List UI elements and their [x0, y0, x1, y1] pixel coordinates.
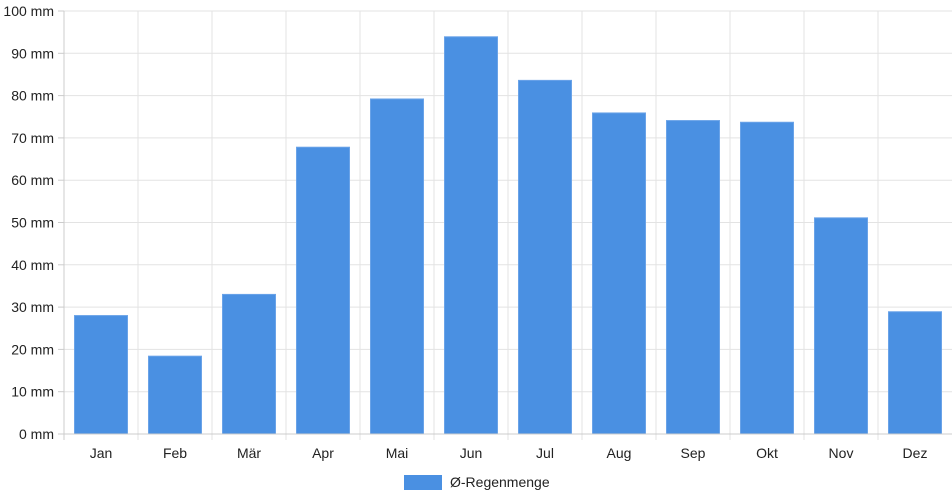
bar-aug[interactable]: [592, 112, 646, 435]
y-tick-label: 10 mm: [11, 384, 54, 400]
x-tick-label: Sep: [681, 445, 706, 461]
x-tick-label: Okt: [756, 445, 778, 461]
legend-label[interactable]: Ø-Regenmenge: [450, 474, 550, 490]
x-tick-label: Mai: [386, 445, 409, 461]
y-axis-ticks: 0 mm 10 mm 20 mm 30 mm 40 mm 50 mm 60 mm 70 mm 8…: [3, 3, 64, 442]
y-tick-label: 60 mm: [11, 172, 54, 188]
x-tick-label: Dez: [903, 445, 928, 461]
bar-jun[interactable]: [444, 36, 498, 435]
bar-dez[interactable]: [888, 311, 942, 435]
x-tick-label: Feb: [163, 445, 187, 461]
y-tick-label: 70 mm: [11, 130, 54, 146]
legend-swatch[interactable]: [404, 475, 442, 490]
axes-group: [58, 11, 952, 440]
x-tick-label: Aug: [607, 445, 632, 461]
bar-feb[interactable]: [148, 355, 202, 435]
y-tick-label: 0 mm: [19, 426, 54, 442]
bar-apr[interactable]: [296, 146, 350, 435]
bar-mai[interactable]: [370, 98, 424, 435]
bar-okt[interactable]: [740, 121, 794, 435]
grid-lines: [64, 10, 952, 440]
x-axis-ticks: Jan Feb Mär Apr Mai Jun Jul Aug Sep Okt Nov Dez: [90, 445, 928, 461]
bar-jan[interactable]: [74, 315, 128, 435]
x-tick-label: Jun: [460, 445, 483, 461]
x-tick-label: Apr: [312, 445, 334, 461]
bar-mär[interactable]: [222, 293, 276, 435]
y-tick-label: 50 mm: [11, 215, 54, 231]
x-tick-label: Mär: [237, 445, 261, 461]
y-tick-label: 100 mm: [3, 3, 54, 19]
bar-nov[interactable]: [814, 217, 868, 435]
bar-jul[interactable]: [518, 79, 572, 435]
y-tick-label: 80 mm: [11, 88, 54, 104]
y-tick-label: 30 mm: [11, 299, 54, 315]
bar-sep[interactable]: [666, 120, 720, 435]
y-tick-label: 20 mm: [11, 341, 54, 357]
y-tick-label: 90 mm: [11, 45, 54, 61]
bars-group: [74, 36, 942, 435]
y-tick-label: 40 mm: [11, 257, 54, 273]
x-tick-label: Jan: [90, 445, 113, 461]
legend[interactable]: Ø-Regenmenge: [404, 474, 550, 490]
x-tick-label: Jul: [536, 445, 554, 461]
x-tick-label: Nov: [829, 445, 854, 461]
